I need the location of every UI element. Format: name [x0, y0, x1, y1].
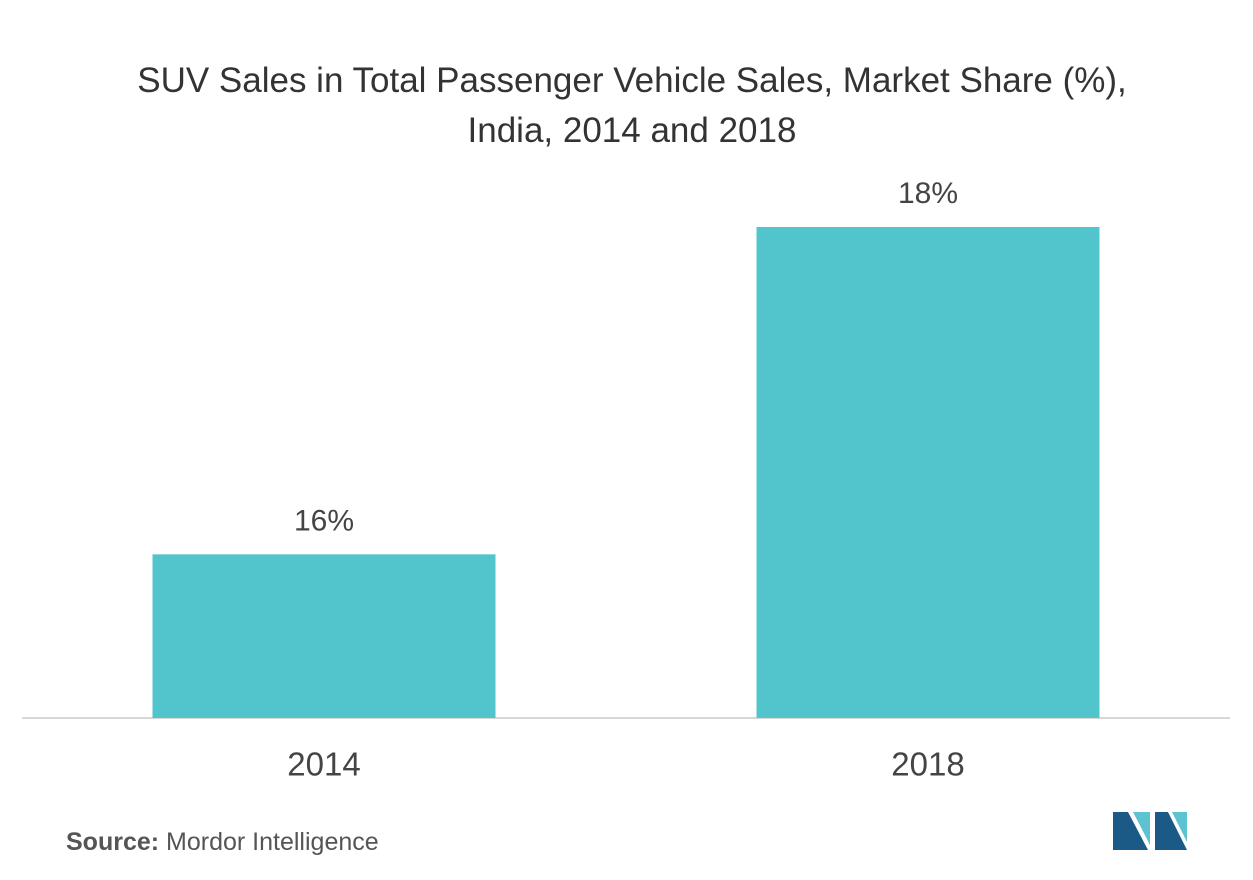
chart-title: SUV Sales in Total Passenger Vehicle Sal… — [137, 61, 1127, 150]
logo-shape — [1133, 812, 1150, 845]
source: Source: Mordor Intelligence — [66, 828, 379, 857]
bar — [756, 227, 1100, 718]
logo-shape — [1172, 812, 1187, 842]
value-label: 18% — [898, 177, 958, 210]
source-text: Mordor Intelligence — [166, 828, 379, 856]
value-label: 16% — [294, 504, 354, 537]
logo-shape — [1155, 812, 1187, 850]
source-label: Source: — [66, 828, 160, 856]
logo-shape — [1113, 812, 1148, 850]
x-tick-label: 2018 — [891, 746, 964, 783]
x-tick-label: 2014 — [287, 746, 360, 783]
logo — [1113, 812, 1187, 850]
bar — [152, 554, 496, 718]
